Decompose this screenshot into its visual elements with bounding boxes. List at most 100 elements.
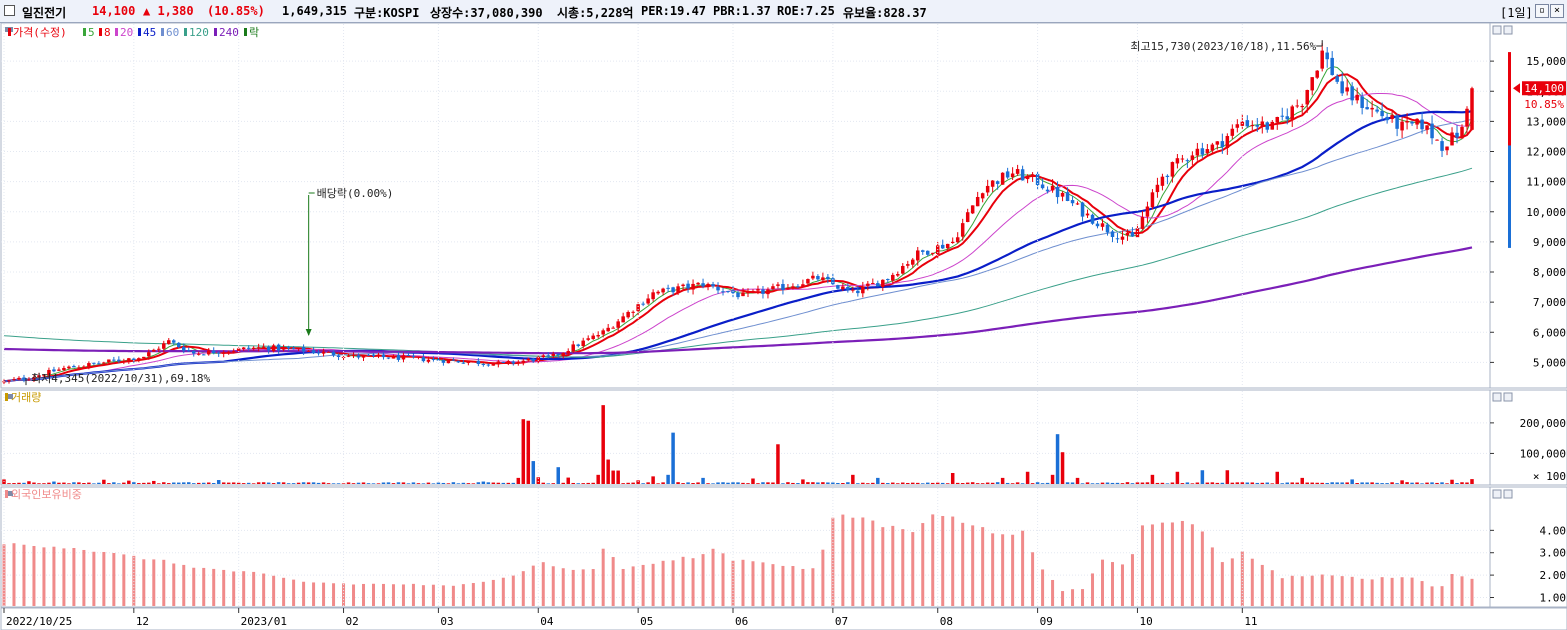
volume-bar (1385, 483, 1389, 484)
candle-body (886, 279, 890, 281)
volume-bar (316, 482, 321, 484)
volume-bar (846, 482, 850, 484)
candle-body (1150, 192, 1155, 208)
foreign-ownership-bar (951, 516, 955, 606)
volume-bar (1015, 482, 1020, 484)
foreign-ownership-bar (1021, 530, 1025, 606)
candle-body (501, 361, 506, 363)
volume-bar (526, 420, 531, 484)
volume-bar (1185, 482, 1190, 484)
volume-bar (571, 482, 575, 484)
candle-body (291, 348, 296, 350)
foreign-ownership-bar (481, 581, 485, 606)
foreign-ownership-bar (631, 566, 635, 606)
candle-body (371, 354, 376, 357)
candle-body (1210, 144, 1215, 151)
volume-bar (1200, 470, 1205, 484)
foreign-ownership-bar (1340, 576, 1344, 606)
candle-body (326, 351, 331, 353)
candle-body (911, 259, 915, 265)
foreign-ownership-bar (1220, 562, 1224, 606)
candle-body (786, 287, 790, 290)
candle-body (1445, 146, 1449, 151)
volume-bar (676, 482, 680, 484)
candle-body (1235, 124, 1240, 128)
volume-bar (1315, 482, 1319, 484)
candle-body (1290, 106, 1294, 120)
foreign-ownership-bar (262, 573, 266, 606)
candle-body (1380, 110, 1384, 117)
stock-chart: 15,00014,00013,00012,00011,00010,0009,00… (0, 23, 1567, 630)
current-price-pointer (1513, 83, 1520, 94)
candle-body (147, 352, 151, 357)
volume-bar (1175, 471, 1180, 484)
price-axis-tick-label: 13,000 (1526, 115, 1566, 128)
candle-body (661, 288, 665, 293)
candle-body (401, 355, 406, 360)
volume-bar (816, 482, 820, 484)
volume-bar (851, 474, 855, 484)
volume-bar (47, 482, 51, 484)
volume-bar (1040, 483, 1045, 484)
candle-body (1070, 200, 1075, 204)
legend-entry-4: 45 (143, 26, 156, 39)
volume-bar (1165, 483, 1170, 484)
candle-body (406, 355, 411, 357)
volume-bar (311, 482, 316, 484)
volume-bar (541, 482, 546, 484)
foreign-ownership-bar (1140, 525, 1144, 606)
select-checkbox[interactable] (4, 5, 15, 16)
volume-bar (666, 474, 670, 484)
foreign-ownership-bar (352, 584, 356, 606)
volume-bar (401, 482, 406, 484)
legend-marker (161, 28, 164, 36)
volume-bar (371, 483, 376, 484)
foreign-ownership-bar (1390, 577, 1394, 606)
time-axis-label: 2023/01 (241, 615, 287, 628)
candle-body (930, 252, 935, 254)
volume-bar (896, 483, 900, 484)
volume-bar (137, 483, 141, 484)
foreign-ownership-bar (122, 554, 126, 606)
foreign-ownership-bar (821, 549, 825, 606)
candle-body (1405, 121, 1409, 123)
volume-bar (1295, 482, 1299, 484)
candle-body (77, 367, 81, 369)
restore-button[interactable]: ▫ (1535, 4, 1549, 18)
foreign-ownership-bar (362, 583, 366, 606)
candle-body (1195, 148, 1200, 156)
foreign-ownership-bar (421, 585, 425, 606)
price-change-percent: (10.85%) (207, 4, 265, 18)
volume-bar (985, 482, 990, 484)
period-selector[interactable]: [1일] (1500, 6, 1533, 20)
legend-marker (184, 28, 187, 36)
candle-body (226, 351, 231, 353)
volume-bar (172, 482, 176, 484)
volume-bar (331, 483, 336, 484)
foreign-ownership-bar (521, 571, 525, 606)
volume-bar (72, 482, 76, 484)
volume-bar (921, 483, 925, 484)
volume-bar (955, 482, 960, 484)
volume-bar (7, 483, 11, 484)
volume-bar (906, 482, 910, 484)
stock-name[interactable]: 일진전기 (22, 6, 67, 20)
foreign-ownership-bar (162, 559, 166, 606)
foreign-ownership-bar (451, 585, 455, 606)
current-price: 14,100 (92, 4, 136, 18)
volume-bar (177, 482, 181, 484)
volume-bar (1440, 482, 1444, 484)
foreign-ownership-bar (302, 581, 306, 606)
foreign-ownership-bar (571, 569, 575, 606)
candle-body (281, 347, 286, 350)
foreign-ownership-bar (1290, 575, 1294, 606)
foreign-ownership-bar (431, 584, 435, 606)
candle-body (1220, 141, 1225, 148)
candle-body (851, 289, 855, 291)
close-button[interactable]: × (1550, 4, 1564, 18)
volume-bar (551, 483, 555, 484)
foreign-ownership-bar (1130, 554, 1134, 606)
foreign-axis-tick-label: 4.00 (1540, 524, 1567, 537)
volume-bar (451, 482, 456, 484)
candle-body (221, 352, 226, 354)
